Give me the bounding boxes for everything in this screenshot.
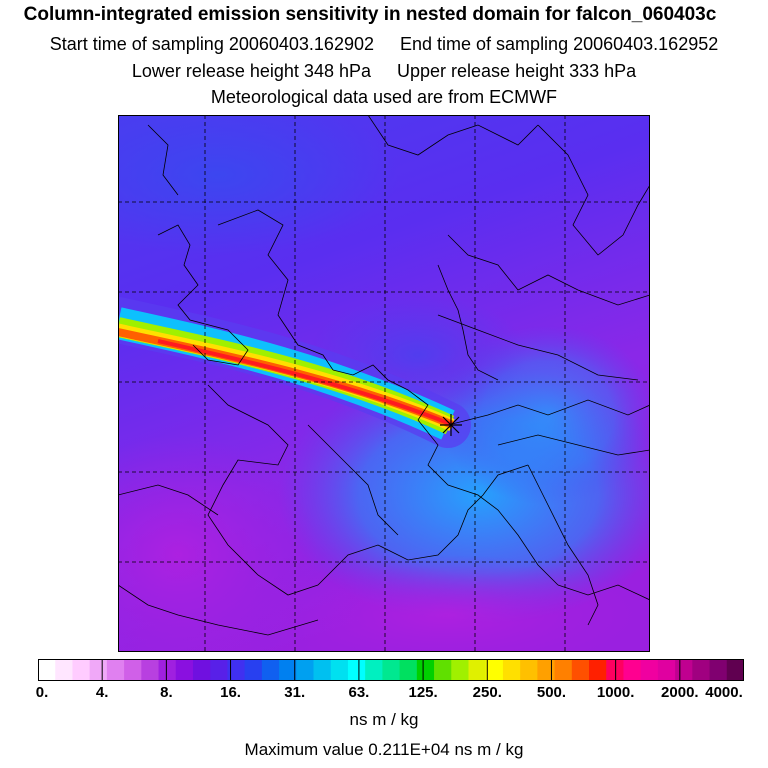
colorbar-swatch (399, 659, 418, 681)
colorbar-swatch (416, 659, 435, 681)
colorbar-swatch (158, 659, 177, 681)
sensitivity-map (118, 115, 650, 652)
colorbar-swatch (296, 659, 315, 681)
colorbar-swatch (141, 659, 160, 681)
colorbar-swatch (38, 659, 56, 681)
colorbar-swatch (692, 659, 711, 681)
colorbar-swatch (313, 659, 332, 681)
colorbar-swatch (726, 659, 744, 681)
colorbar-swatch (554, 659, 573, 681)
colorbar-tick-label: 8. (160, 684, 173, 701)
colorbar-swatch (261, 659, 280, 681)
colorbar-swatch (124, 659, 142, 681)
colorbar-tick-label: 63. (348, 684, 370, 701)
colorbar-swatch (89, 659, 108, 681)
colorbar-swatch (623, 659, 642, 681)
colorbar-tick-label: 31. (284, 684, 306, 701)
colorbar-swatch (451, 659, 469, 681)
colorbar-tick-label: 16. (220, 684, 241, 701)
colorbar-tick-label: 4. (95, 684, 109, 701)
colorbar-swatch (210, 659, 228, 681)
colorbar-swatch (571, 659, 590, 681)
colorbar-swatch (175, 659, 194, 681)
colorbar-swatch (365, 659, 383, 681)
colorbar-swatch (468, 659, 487, 681)
colorbar-swatch (244, 659, 263, 681)
colorbar-swatch (537, 659, 556, 681)
map-title: Column-integrated emission sensitivity i… (23, 4, 717, 25)
start-time-label: Start time of sampling 20060403.162902 (49, 34, 374, 54)
colorbar-swatch (709, 659, 728, 681)
upper-release-label: Upper release height 333 hPa (397, 61, 637, 81)
met-data-label: Meteorological data used are from ECMWF (210, 87, 558, 107)
colorbar-tick-label: 500. (536, 684, 567, 701)
colorbar-swatch (227, 659, 246, 681)
colorbar-swatch (502, 659, 521, 681)
colorbar-unit: ns m / kg (349, 710, 419, 729)
colorbar-swatch (279, 659, 297, 681)
colorbar-tick-label: 125. (408, 684, 438, 701)
colorbar-swatch (657, 659, 676, 681)
colorbar-tick-label: 250. (472, 684, 502, 701)
colorbar-tick-label: 4000. (705, 684, 743, 701)
release-point-marker (440, 414, 462, 436)
colorbar-swatch (589, 659, 607, 681)
colorbar-swatch (192, 659, 211, 681)
colorbar-swatch (520, 659, 538, 681)
colorbar-swatch (675, 659, 693, 681)
colorbar-swatch (382, 659, 401, 681)
colorbar-swatch (106, 659, 125, 681)
colorbar-swatch (347, 659, 366, 681)
colorbar-swatch (640, 659, 659, 681)
colorbar-tick-label: 2000. (661, 684, 699, 701)
colorbar-tick-label: 1000. (596, 684, 635, 701)
colorbar-swatch (55, 659, 73, 681)
colorbar-swatch (434, 659, 452, 681)
colorbar-swatch (606, 659, 624, 681)
colorbar-tick-label: 0. (35, 684, 49, 701)
release-heights: Lower release height 348 hPa Upper releas… (0, 60, 768, 82)
lower-release-label: Lower release height 348 hPa (131, 61, 371, 81)
sampling-times: Start time of sampling 20060403.162902 En… (0, 33, 768, 55)
colorbar-swatch (330, 659, 349, 681)
colorbar-border (38, 659, 744, 681)
end-time-label: End time of sampling 20060403.162952 (400, 34, 719, 54)
max-value-label: Maximum value 0.211E+04 ns m / kg (244, 740, 524, 759)
colorbar-swatch (72, 659, 91, 681)
colorbar-swatch (485, 659, 504, 681)
colorbar (38, 659, 744, 681)
